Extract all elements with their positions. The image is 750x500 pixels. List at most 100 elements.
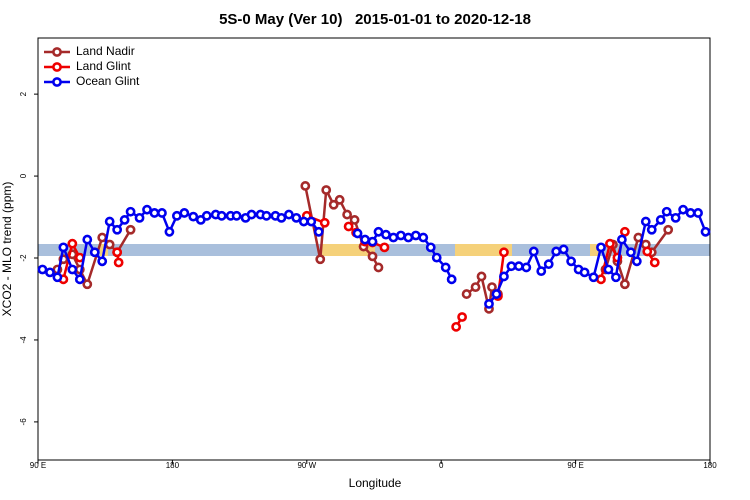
data-point: [321, 185, 332, 195]
data-point: [283, 209, 294, 220]
data-point: [381, 229, 391, 240]
x-tick-label: 0: [439, 461, 444, 470]
data-point: [619, 279, 630, 290]
data-point: [298, 216, 309, 227]
data-point: [97, 256, 108, 267]
data-point: [513, 261, 524, 272]
data-point: [506, 261, 517, 272]
data-point: [334, 194, 345, 205]
legend-label: Ocean Glint: [76, 74, 140, 88]
data-point: [678, 204, 689, 215]
data-point: [216, 210, 227, 221]
data-point: [646, 224, 657, 235]
data-point: [410, 230, 421, 241]
data-point: [661, 206, 672, 217]
data-point: [521, 262, 532, 273]
data-point: [37, 264, 48, 275]
data-point: [588, 272, 599, 283]
y-tick-label: -4: [19, 336, 28, 344]
data-point: [418, 232, 429, 243]
data-point: [104, 239, 115, 250]
band-highlight: [455, 244, 512, 256]
data-point: [566, 256, 577, 267]
x-tick-label: 180: [703, 461, 717, 470]
data-point: [619, 226, 630, 237]
data-point: [188, 211, 199, 222]
data-point: [425, 242, 436, 253]
legend-marker: [52, 77, 62, 87]
data-point: [395, 230, 406, 241]
data-point: [373, 226, 384, 237]
y-tick-label: 0: [19, 173, 28, 178]
data-point: [306, 216, 317, 227]
data-point: [97, 232, 108, 243]
data-point: [74, 274, 85, 285]
data-point: [451, 321, 462, 332]
data-point: [470, 282, 481, 293]
y-tick-label: 2: [19, 91, 28, 96]
data-point: [700, 226, 711, 237]
data-point: [484, 299, 494, 309]
data-point: [261, 210, 272, 221]
data-point: [179, 208, 190, 218]
band-highlight: [590, 244, 600, 256]
data-point: [164, 226, 175, 237]
data-point: [603, 264, 614, 275]
y-tick-label: -6: [19, 418, 28, 426]
data-point: [655, 215, 666, 225]
legend-label: Land Glint: [76, 59, 131, 73]
data-point: [461, 289, 472, 299]
data-point: [596, 242, 606, 253]
x-tick-label: 180: [166, 461, 180, 470]
data-point: [149, 208, 160, 218]
data-point: [58, 242, 69, 253]
data-point: [579, 267, 590, 278]
data-point: [360, 234, 370, 245]
data-point: [367, 236, 378, 247]
data-point: [82, 279, 93, 290]
chart-title: 5S-0 May (Ver 10) 2015-01-01 to 2020-12-…: [219, 11, 531, 28]
data-point: [373, 262, 384, 273]
data-point: [125, 224, 136, 235]
data-point: [342, 209, 353, 220]
data-point: [125, 206, 136, 217]
x-tick-label: 90 W: [297, 461, 316, 470]
y-tick-label: -2: [19, 254, 28, 262]
data-point: [403, 232, 414, 243]
data-point: [685, 208, 696, 218]
data-point: [104, 216, 115, 227]
data-point: [112, 224, 123, 235]
data-point: [543, 259, 554, 270]
data-point: [605, 238, 615, 249]
data-point: [52, 272, 63, 283]
data-point: [45, 267, 55, 278]
data-point: [67, 238, 78, 249]
data-point: [528, 246, 539, 257]
data-point: [231, 210, 242, 221]
data-point: [663, 224, 674, 235]
data-point: [551, 246, 562, 257]
data-point: [388, 232, 399, 243]
data-point: [631, 256, 642, 267]
data-point: [440, 262, 451, 273]
data-point: [113, 257, 124, 268]
data-point: [693, 208, 703, 218]
data-point: [558, 244, 569, 255]
data-point: [300, 181, 311, 191]
data-point: [640, 216, 651, 227]
data-point: [649, 257, 660, 268]
data-point: [431, 252, 442, 263]
data-point: [82, 234, 93, 245]
y-axis-label: XCO2 - MLO trend (ppm): [0, 182, 14, 317]
data-point: [89, 247, 100, 258]
data-point: [328, 199, 339, 210]
data-point: [291, 212, 302, 223]
data-point: [134, 212, 145, 223]
data-point: [611, 272, 621, 283]
data-point: [476, 271, 487, 282]
data-point: [596, 274, 606, 285]
data-point: [536, 266, 547, 277]
data-point: [319, 217, 330, 228]
